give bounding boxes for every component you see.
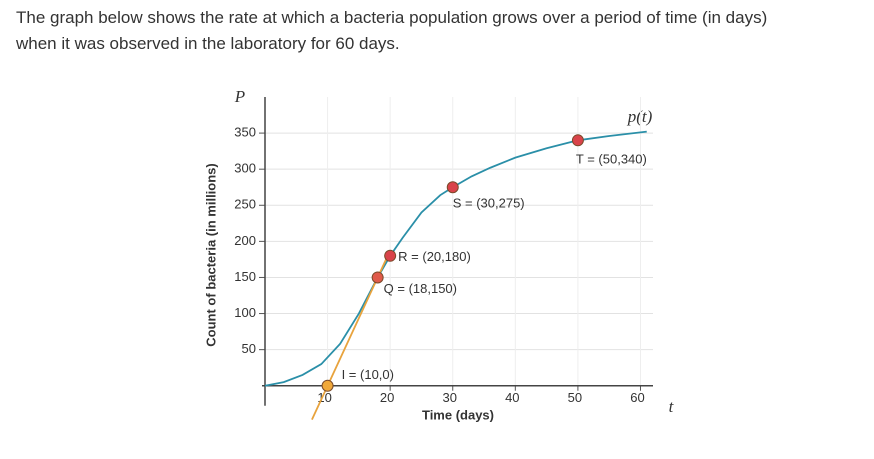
intro-line: The graph below shows the rate at which … [16, 8, 768, 27]
data-point [321, 379, 334, 392]
point-label: S = (30,275) [453, 196, 525, 211]
data-line [311, 256, 388, 421]
data-point [384, 249, 397, 262]
data-point [446, 181, 459, 194]
y-tick-label: 100 [234, 305, 256, 320]
x-axis-name: t [669, 397, 675, 416]
x-tick-label: 50 [568, 390, 582, 405]
y-tick-label: 50 [242, 341, 256, 356]
point-label: T = (50,340) [576, 152, 647, 167]
data-point [371, 271, 384, 284]
y-tick-label: 350 [234, 125, 256, 140]
point-label: R = (20,180) [398, 249, 471, 264]
point-label: Q = (18,150) [384, 281, 457, 296]
x-tick-label: 30 [443, 390, 457, 405]
point-label: I = (10,0) [342, 367, 394, 382]
data-line [264, 130, 647, 387]
y-axis-label: Count of bacteria (in millions) [203, 163, 218, 346]
data-point [571, 134, 584, 147]
curve-label: p(t) [627, 107, 653, 126]
x-tick-label: 60 [630, 390, 644, 405]
y-tick-label: 150 [234, 269, 256, 284]
y-tick-label: 250 [234, 197, 256, 212]
x-tick-label: 40 [505, 390, 519, 405]
y-tick-label: 300 [234, 161, 256, 176]
x-tick-label: 20 [380, 390, 394, 405]
y-axis-name: P [234, 87, 245, 106]
intro-line: when it was observed in the laboratory f… [16, 34, 400, 53]
y-tick-label: 200 [234, 233, 256, 248]
x-axis-label: Time (days) [422, 407, 494, 422]
